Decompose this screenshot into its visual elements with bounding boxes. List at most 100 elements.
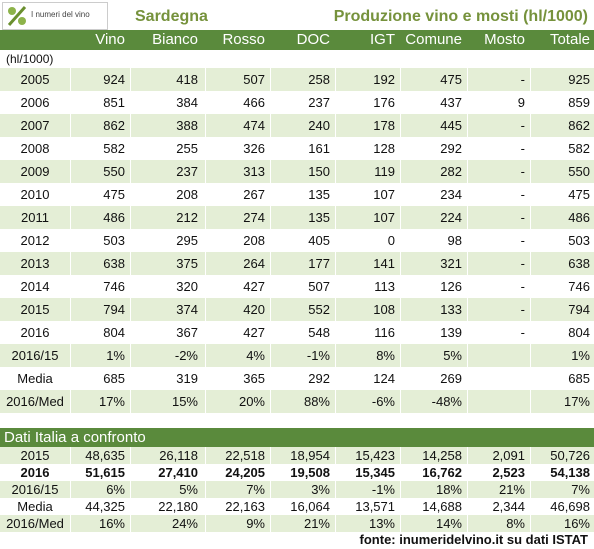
- value: -: [520, 141, 525, 156]
- value: 3%: [311, 482, 330, 497]
- value: 26,118: [159, 448, 198, 463]
- row: [0, 515, 594, 532]
- value: 108: [373, 302, 395, 317]
- cell-border: [130, 321, 131, 344]
- value: 269: [440, 371, 462, 386]
- row: [0, 498, 594, 515]
- cell-border: [70, 252, 71, 275]
- cell-border: [400, 206, 401, 229]
- cell-border: [130, 183, 131, 206]
- cell-border: [530, 481, 531, 498]
- value: 8%: [376, 348, 395, 363]
- cell-border: [467, 344, 468, 367]
- cell-border: [530, 498, 531, 515]
- cell-border: [400, 68, 401, 91]
- column-header: Vino: [95, 31, 125, 48]
- cell-border: [270, 498, 271, 515]
- row: [0, 344, 594, 367]
- cell-border: [130, 137, 131, 160]
- cell-border: [530, 515, 531, 532]
- row: [0, 160, 594, 183]
- value: 313: [243, 164, 265, 179]
- column-header: Bianco: [152, 31, 198, 48]
- logo-icon: [7, 6, 27, 26]
- row: [0, 447, 594, 464]
- value: 16%: [563, 516, 590, 531]
- value: 113: [374, 279, 395, 294]
- value: 267: [243, 187, 265, 202]
- row-label: 2007: [20, 118, 50, 133]
- cell-border: [205, 481, 206, 498]
- cell-border: [400, 137, 401, 160]
- value: 374: [176, 302, 198, 317]
- cell-border: [130, 390, 131, 413]
- value: 119: [374, 164, 395, 179]
- value: 925: [568, 72, 590, 87]
- cell-border: [130, 68, 131, 91]
- cell-border: [70, 91, 71, 114]
- value: 2,523: [492, 465, 525, 480]
- column-header: Rosso: [222, 31, 265, 48]
- cell-border: [400, 183, 401, 206]
- value: 427: [243, 279, 265, 294]
- value: 51,615: [85, 465, 125, 480]
- value: 126: [440, 279, 462, 294]
- value: 0: [387, 233, 395, 248]
- value: 292: [308, 371, 330, 386]
- cell-border: [270, 68, 271, 91]
- title: Produzione vino e mosti (hl/1000): [333, 8, 588, 25]
- row: [0, 481, 594, 498]
- row: [0, 252, 594, 275]
- cell-border: [400, 367, 401, 390]
- cell-border: [205, 160, 206, 183]
- cell-border: [400, 481, 401, 498]
- value: -: [520, 210, 525, 225]
- row-label: 2014: [20, 279, 50, 294]
- value: 139: [440, 325, 462, 340]
- cell-border: [70, 68, 71, 91]
- column-header: Comune: [405, 31, 462, 48]
- value: -1%: [306, 348, 330, 363]
- cell-border: [400, 298, 401, 321]
- value: 19,508: [290, 465, 330, 480]
- cell-border: [335, 298, 336, 321]
- column-header: IGT: [370, 31, 395, 48]
- cell-border: [270, 160, 271, 183]
- row-label: 2015: [20, 302, 50, 317]
- cell-border: [467, 91, 468, 114]
- value: 135: [308, 210, 330, 225]
- cell-border: [270, 91, 271, 114]
- value: 133: [440, 302, 462, 317]
- value: 18%: [435, 482, 462, 497]
- cell-border: [335, 252, 336, 275]
- value: 237: [176, 164, 198, 179]
- unit: (hl/1000): [6, 52, 54, 66]
- value: 503: [103, 233, 125, 248]
- value: 240: [308, 118, 330, 133]
- value: 466: [243, 95, 265, 110]
- value: 550: [103, 164, 125, 179]
- row: [0, 68, 594, 91]
- value: 8%: [506, 516, 525, 531]
- value: 295: [176, 233, 198, 248]
- value: 474: [243, 118, 265, 133]
- value: 124: [373, 371, 395, 386]
- row-label: 2010: [20, 187, 50, 202]
- value: -: [520, 256, 525, 271]
- italy-title: Dati Italia a confronto: [4, 429, 146, 446]
- cell-border: [335, 498, 336, 515]
- value: 255: [176, 141, 198, 156]
- cell-border: [205, 367, 206, 390]
- cell-border: [400, 275, 401, 298]
- cell-border: [130, 515, 131, 532]
- value: 282: [440, 164, 462, 179]
- cell-border: [335, 275, 336, 298]
- cell-border: [400, 229, 401, 252]
- source: fonte: inumeridelvino.it su dati ISTAT: [359, 532, 588, 547]
- cell-border: [400, 515, 401, 532]
- cell-border: [400, 114, 401, 137]
- cell-border: [467, 206, 468, 229]
- value: 5%: [179, 482, 198, 497]
- value: 178: [373, 118, 395, 133]
- column-header: Mosto: [484, 31, 525, 48]
